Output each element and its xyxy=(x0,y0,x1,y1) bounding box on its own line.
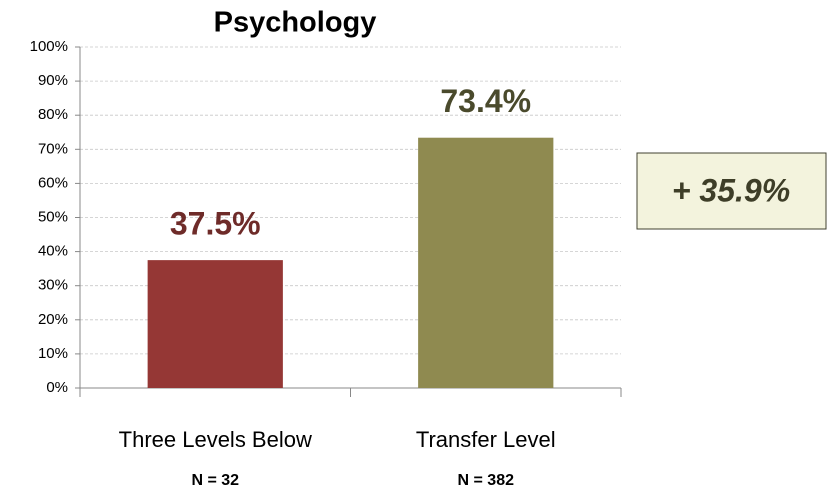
category-note: N = 382 xyxy=(458,472,515,489)
bar xyxy=(418,137,554,388)
bar xyxy=(147,260,283,388)
y-tick-label: 30% xyxy=(38,277,68,294)
y-tick-label: 80% xyxy=(38,106,68,123)
value-label: 37.5% xyxy=(170,206,261,242)
annotation: + 35.9% xyxy=(672,172,790,208)
y-tick-label: 50% xyxy=(38,208,68,225)
y-tick-label: 60% xyxy=(38,174,68,191)
annotation-box xyxy=(636,152,827,230)
y-tick-label: 70% xyxy=(38,140,68,157)
y-tick-label: 90% xyxy=(38,72,68,89)
y-tick-label: 20% xyxy=(38,311,68,328)
category-note: N = 32 xyxy=(191,472,239,489)
y-tick-label: 40% xyxy=(38,243,68,260)
y-tick-label: 100% xyxy=(30,38,68,55)
chart-title: Psychology xyxy=(214,7,377,39)
y-tick-label: 10% xyxy=(38,345,68,362)
x-tick-label: Transfer Level xyxy=(416,427,556,452)
y-tick-label: 0% xyxy=(46,379,68,396)
x-tick-label: Three Levels Below xyxy=(119,427,312,452)
value-label: 73.4% xyxy=(440,83,531,119)
